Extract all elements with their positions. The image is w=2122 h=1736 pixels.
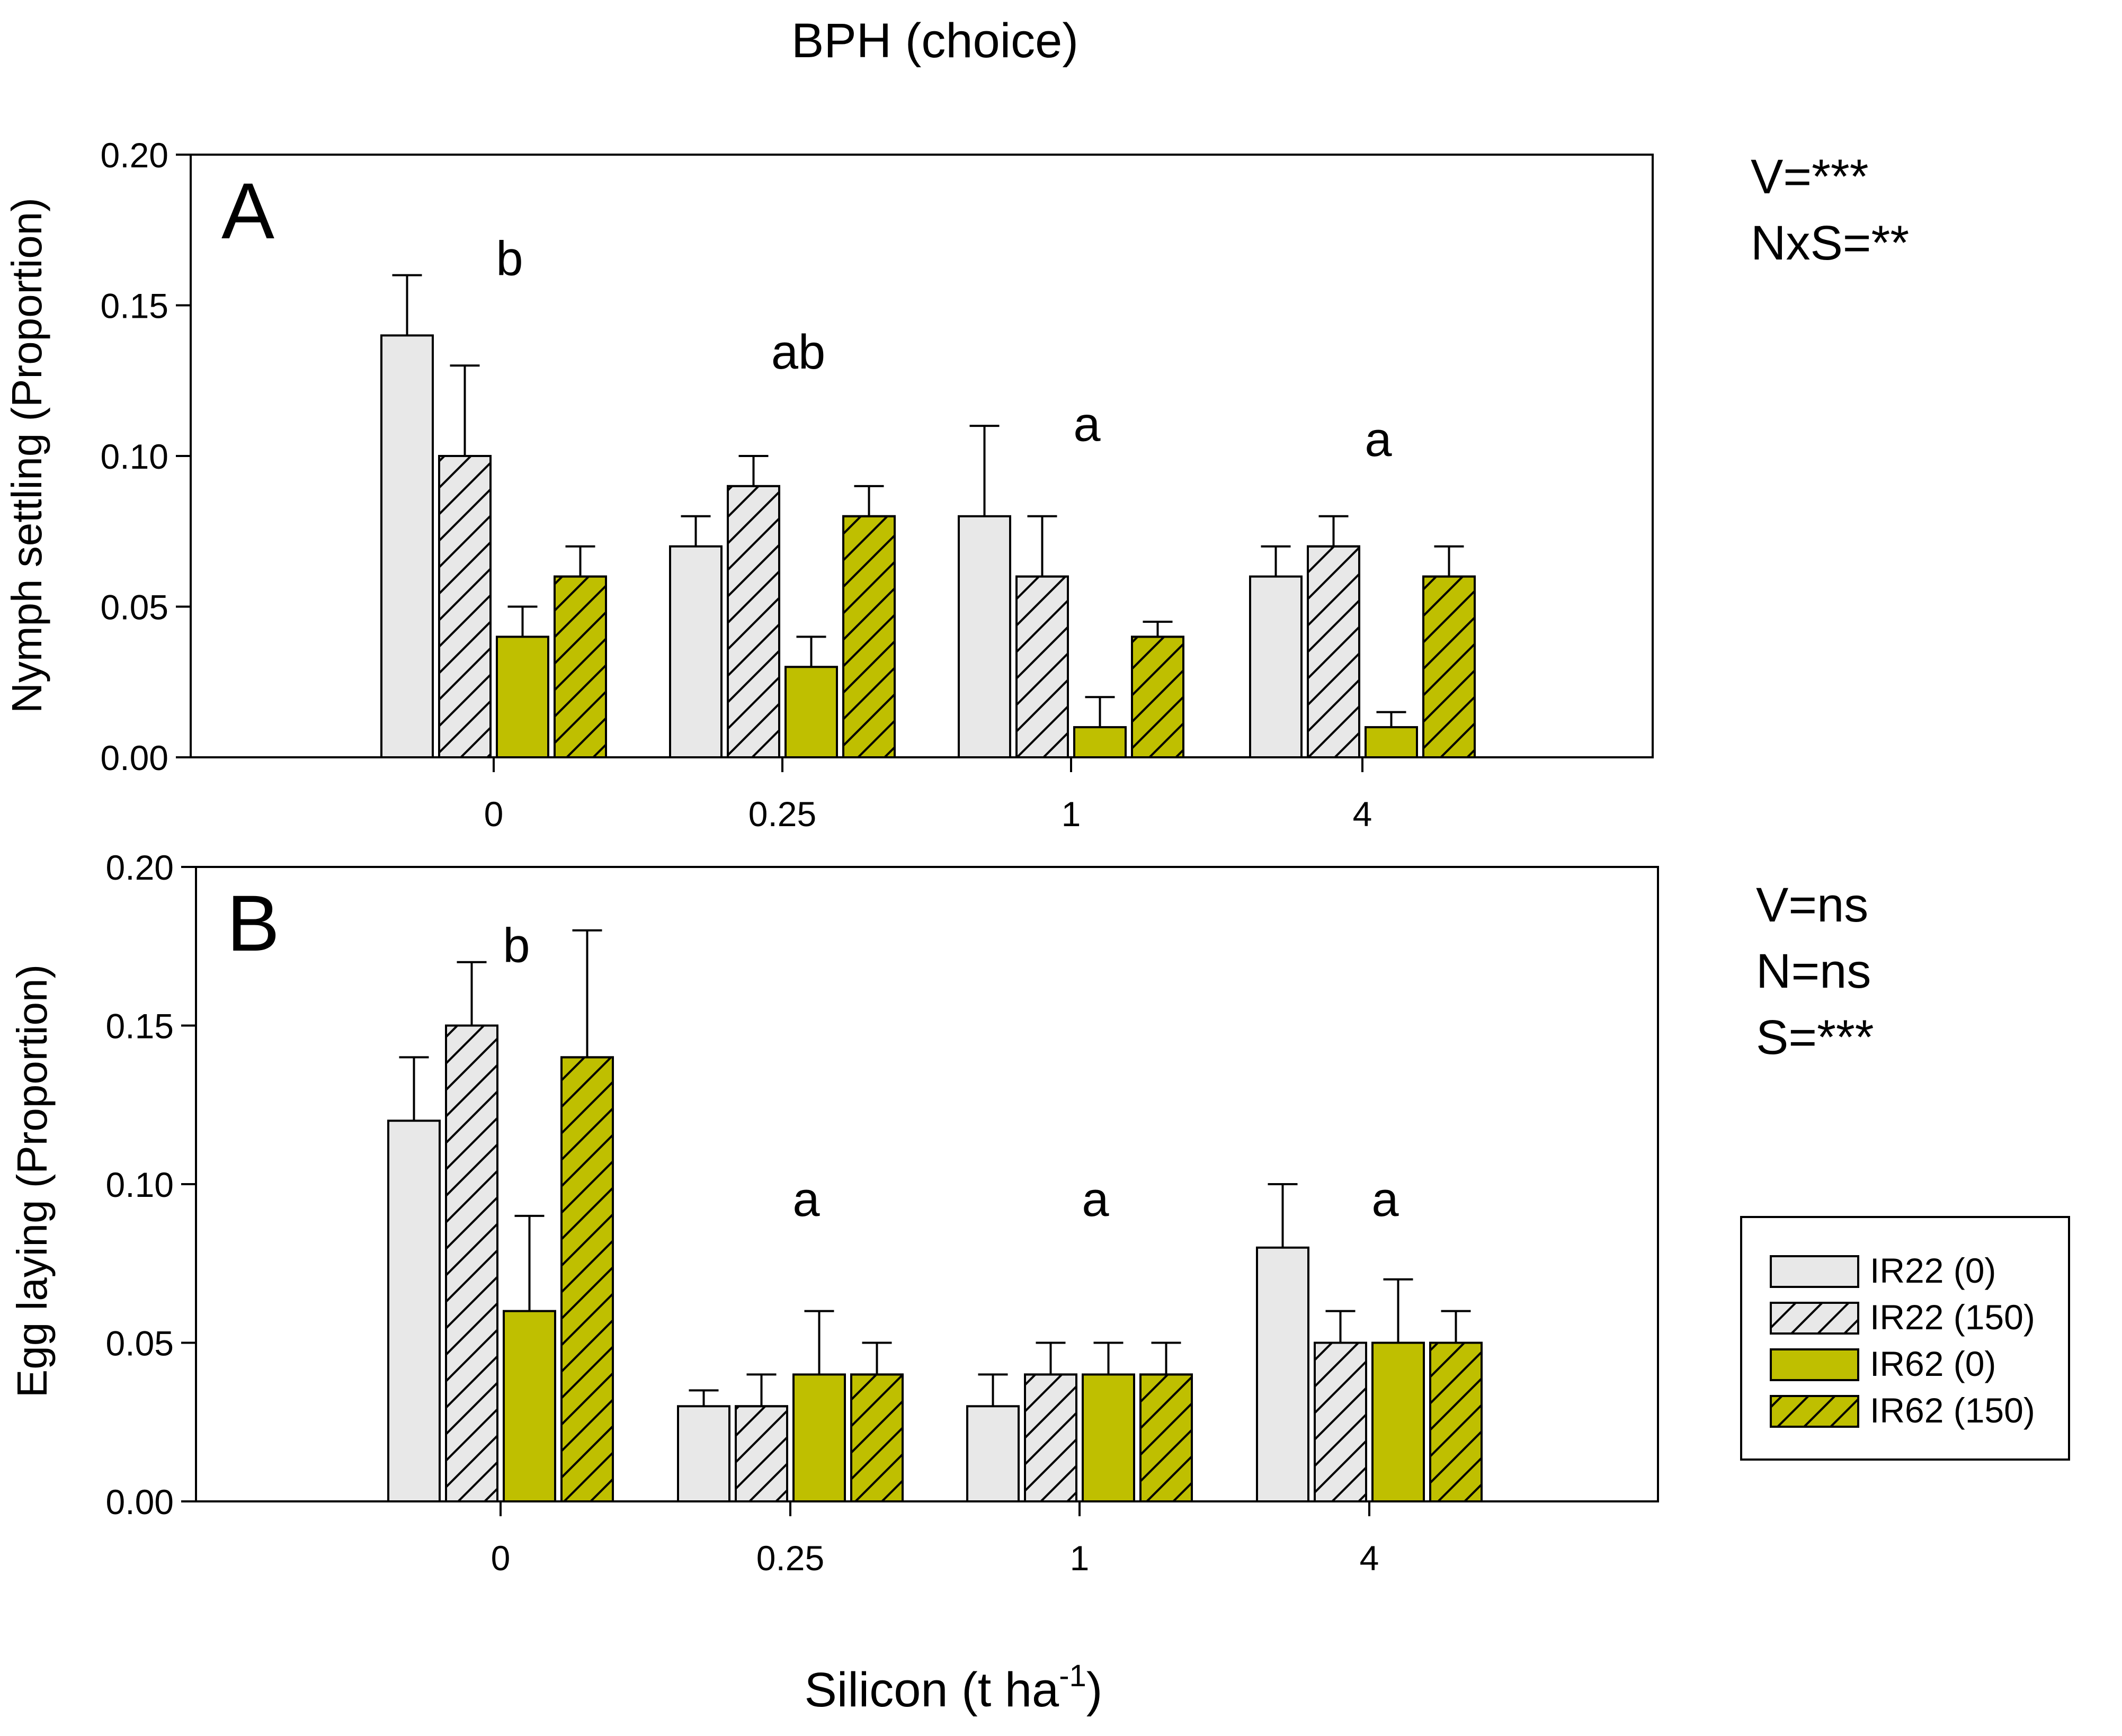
y-tick-label: 0.10	[106, 1165, 174, 1204]
legend-swatch	[1770, 1348, 1859, 1381]
bar-hatch	[842, 515, 896, 758]
stats-annotation: NxS=**	[1751, 216, 1909, 270]
bar-hatch	[850, 1373, 904, 1502]
bar-hatch	[727, 485, 780, 758]
x-tick-label: 0.25	[748, 794, 816, 834]
bar-hatch	[1015, 575, 1069, 758]
significance-letter: b	[503, 919, 530, 973]
legend: IR22 (0) IR22 (150) IR62 (0) IR62 (150)	[1740, 1216, 2070, 1461]
panel-a: 0.00 0.05 0.10 0.15 0.20 Nymph settling (Prop…	[3, 136, 1909, 834]
legend-items: IR22 (0) IR22 (150) IR62 (0) IR62 (150)	[1770, 1251, 2035, 1430]
x-axis-title-close: )	[1086, 1663, 1103, 1717]
x-tick-label: 1	[1062, 794, 1081, 834]
bar-hatch	[554, 575, 607, 758]
bar	[496, 636, 549, 759]
bar	[669, 545, 723, 758]
y-tick-label: 0.20	[106, 848, 174, 887]
bar	[387, 1120, 441, 1502]
bar-hatch	[1429, 1341, 1483, 1502]
y-tick-label: 0.05	[106, 1324, 174, 1363]
x-axis-title-superscript: -1	[1059, 1659, 1086, 1693]
bar-hatch	[735, 1405, 788, 1503]
bar	[1073, 726, 1127, 758]
significance-letter: a	[1371, 1173, 1399, 1227]
legend-item: IR62 (150)	[1770, 1391, 2035, 1430]
y-tick-label: 0.10	[101, 437, 168, 476]
x-tick-label: 1	[1070, 1538, 1090, 1578]
bar	[1249, 575, 1303, 758]
bar	[1371, 1341, 1425, 1502]
y-tick-label: 0.00	[101, 738, 168, 777]
x-tick-label: 0.25	[756, 1538, 824, 1578]
bar-hatch	[1131, 636, 1184, 759]
bar	[380, 334, 434, 758]
bar-hatch	[560, 1056, 614, 1502]
significance-letter: a	[1073, 398, 1101, 452]
significance-letter: a	[1082, 1173, 1109, 1227]
panels: 0.00 0.05 0.10 0.15 0.20 Nymph settling (Prop…	[3, 136, 1909, 1578]
bar-hatch	[1307, 545, 1360, 758]
x-tick-label: 4	[1353, 794, 1372, 834]
panel-label: A	[221, 166, 274, 255]
legend-item: IR22 (150)	[1770, 1297, 2035, 1337]
bar	[784, 666, 838, 759]
stats-annotation: N=ns	[1756, 944, 1871, 998]
y-tick-label: 0.00	[106, 1482, 174, 1522]
panel-b: 0.00 0.05 0.10 0.15 0.20 Egg laying (Proporti…	[8, 848, 1874, 1578]
stats-annotation: V=***	[1751, 150, 1869, 204]
x-axis-title: Silicon (t ha-1)	[805, 1659, 1103, 1717]
x-tick-label: 0	[491, 1538, 511, 1578]
bar-hatch	[1024, 1373, 1077, 1502]
x-axis-title-main: Silicon (t ha	[805, 1663, 1059, 1717]
y-tick-label: 0.05	[101, 588, 168, 627]
legend-swatch	[1770, 1255, 1859, 1288]
x-tick-label: 0	[484, 794, 504, 834]
y-axis-title: Nymph settling (Proportion)	[3, 198, 50, 713]
legend-label: IR62 (150)	[1870, 1391, 2035, 1430]
significance-letter: a	[792, 1173, 820, 1227]
bar	[677, 1405, 730, 1503]
y-axis-title: Egg laying (Proportion)	[8, 964, 56, 1398]
significance-letter: b	[496, 232, 523, 286]
significance-letter: ab	[771, 325, 825, 379]
legend-label: IR62 (0)	[1870, 1344, 1996, 1383]
bar	[966, 1405, 1020, 1503]
legend-label: IR22 (0)	[1870, 1251, 1996, 1290]
bar-hatch	[1422, 575, 1476, 758]
legend-swatch-hatch	[1770, 1302, 1859, 1335]
bar	[503, 1310, 556, 1503]
bar-hatch	[445, 1024, 498, 1502]
y-tick-label: 0.15	[106, 1007, 174, 1046]
bar	[792, 1373, 846, 1502]
bar	[1365, 726, 1418, 758]
figure-title: BPH (choice)	[791, 14, 1078, 68]
panel-label: B	[227, 879, 280, 968]
bar	[1256, 1246, 1309, 1503]
bar-hatch	[1139, 1373, 1193, 1502]
y-tick-label: 0.15	[101, 287, 168, 326]
legend-swatch-hatch	[1770, 1395, 1859, 1428]
bar	[1082, 1373, 1135, 1502]
stats-annotation: V=ns	[1756, 878, 1868, 932]
legend-item: IR22 (0)	[1770, 1251, 1996, 1290]
bar	[958, 515, 1011, 758]
bar-hatch	[1314, 1341, 1367, 1502]
bar-hatch	[438, 455, 492, 758]
significance-letter: a	[1365, 413, 1392, 467]
legend-label: IR22 (150)	[1870, 1297, 2035, 1337]
y-tick-label: 0.20	[101, 136, 168, 175]
x-tick-label: 4	[1360, 1538, 1379, 1578]
stats-annotation: S=***	[1756, 1010, 1874, 1064]
legend-item: IR62 (0)	[1770, 1344, 1996, 1383]
